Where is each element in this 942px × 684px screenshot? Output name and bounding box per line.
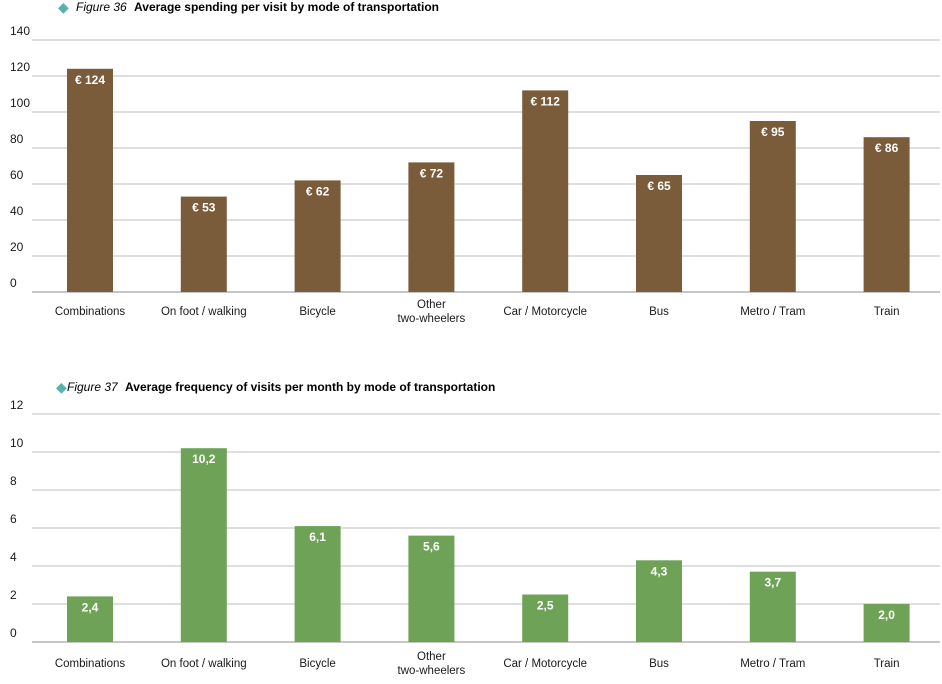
y-tick-label: 100 [10,96,30,110]
y-tick-label: 120 [10,60,30,74]
x-category-label: Combinations [55,306,126,318]
data-label: € 62 [306,184,330,198]
data-label: 5,6 [423,540,440,554]
x-category-label: Train [874,306,900,318]
data-label: 10,2 [192,452,216,466]
y-tick-label: 6 [10,512,17,526]
bar [180,448,227,642]
diamond-icon: ◆ [58,0,69,15]
y-tick-label: 60 [10,168,24,182]
y-tick-label: 8 [10,474,17,488]
x-category-label: Car / Motorcycle [503,658,587,670]
bar [294,526,341,642]
x-category-label: Bus [649,658,669,670]
y-tick-label: 0 [10,626,17,640]
diamond-icon: ◆ [56,379,67,395]
data-label: € 95 [761,125,785,139]
gridlines [32,39,940,293]
data-label: € 86 [875,141,899,155]
y-tick-label: 140 [10,24,30,38]
chart-title-text: Average frequency of visits per month by… [125,380,495,394]
data-labels: 2,4 10,2 6,1 5,6 2,5 4,3 3,7 2,0 [82,452,896,622]
bars [67,448,910,642]
bar [408,535,455,642]
data-label: 2,5 [537,599,554,613]
y-axis-ticks: 0 20 40 60 80 100 120 140 [10,24,30,290]
data-label: € 124 [75,73,105,87]
chart-spending-per-visit: ◆ Figure 36 Average spending per visit b… [10,0,940,325]
x-category-label: Other two-wheelers [398,651,466,677]
bar [749,121,796,292]
data-label: € 53 [192,201,216,215]
y-tick-label: 2 [10,588,17,602]
x-category-label: Train [874,658,900,670]
bar [749,571,796,642]
x-axis-categories: Combinations On foot / walking Bicycle Othe… [55,299,900,325]
chart-title-text: Average spending per visit by mode of tr… [134,0,439,14]
bar [636,175,682,292]
x-axis-categories: Combinations On foot / walking Bicycle Othe… [55,651,900,677]
gridlines [32,413,940,643]
chart-title: ◆ Figure 36 Average spending per visit b… [58,0,439,15]
data-label: 4,3 [651,564,668,578]
bar [180,196,227,292]
x-category-label: Bicycle [299,306,335,318]
x-category-label: Metro / Tram [740,658,805,670]
x-category-label: Other two-wheelers [398,299,466,325]
data-labels: € 124 € 53 € 62 € 72 € 112 € 65 € 95 € 86 [75,73,899,215]
chart-title: ◆ Figure 37 Average frequency of visits … [56,379,495,395]
y-tick-label: 12 [10,398,24,412]
svg-text:Figure 37 Average freq: Figure 37 Average frequency of visits pe… [67,380,495,394]
bar [522,594,569,642]
x-category-label: Bicycle [299,658,335,670]
y-tick-label: 0 [10,276,17,290]
y-tick-label: 10 [10,436,24,450]
figure-label: Figure 36 [76,0,127,14]
x-category-label: Combinations [55,658,126,670]
data-label: € 72 [420,166,444,180]
y-tick-label: 80 [10,132,24,146]
bar [863,137,910,292]
x-category-label: Metro / Tram [740,306,805,318]
y-tick-label: 4 [10,550,17,564]
data-label: 2,0 [878,608,895,622]
data-label: 2,4 [82,600,99,614]
data-label: € 65 [647,179,671,193]
chart-visit-frequency: ◆ Figure 37 Average frequency of visits … [10,379,940,677]
figure-label: Figure 37 [67,380,119,394]
bar [408,162,455,292]
x-category-label: On foot / walking [161,306,247,318]
bar [522,90,569,293]
svg-text:Figure 36 Average spen: Figure 36 Average spending per visit by … [76,0,439,14]
y-tick-label: 40 [10,204,24,218]
bar [863,604,910,642]
x-category-label: On foot / walking [161,658,247,670]
bar [636,560,682,642]
data-label: 6,1 [309,530,326,544]
x-category-label: Bus [649,306,669,318]
bar [67,68,113,292]
y-axis-ticks: 0 2 4 6 8 10 12 [10,398,24,640]
x-category-label: Car / Motorcycle [503,306,587,318]
bar [67,596,113,642]
data-label: € 112 [531,94,561,108]
y-tick-label: 20 [10,240,24,254]
bar [294,180,341,292]
bars [67,68,910,293]
data-label: 3,7 [764,576,781,590]
